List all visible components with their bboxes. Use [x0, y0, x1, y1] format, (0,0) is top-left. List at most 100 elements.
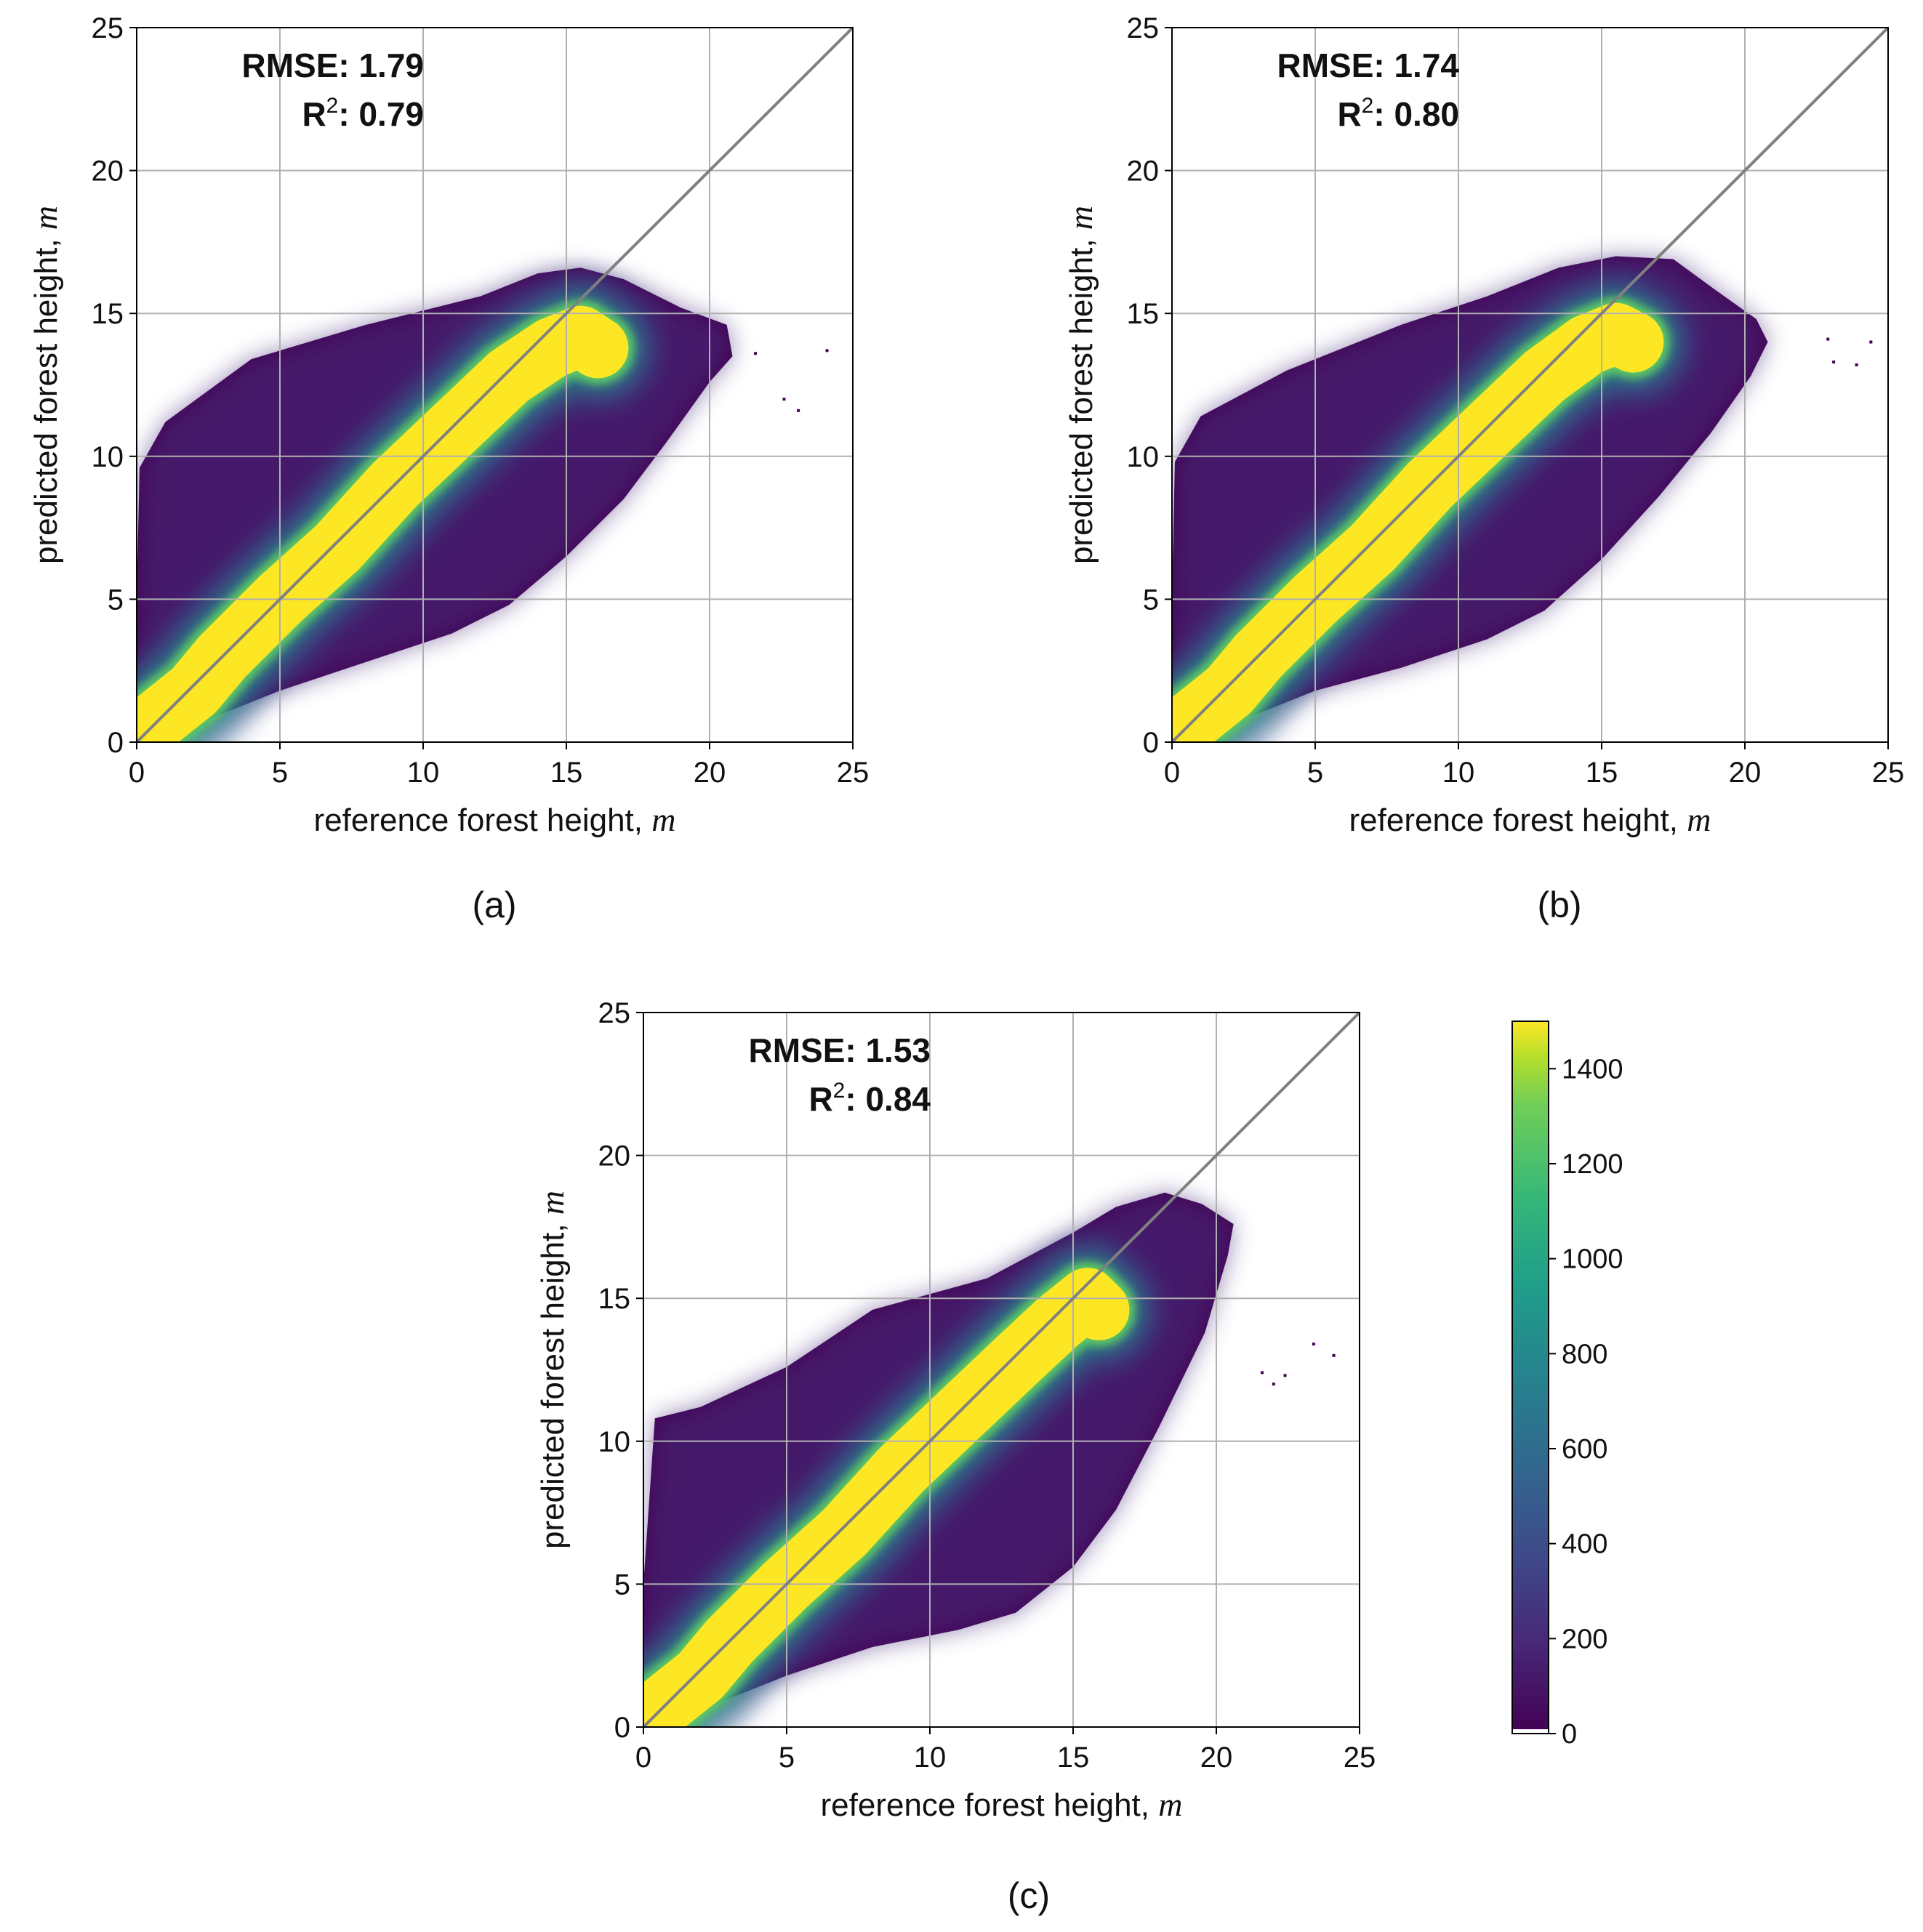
r2-annotation: R2: 0.84 [808, 1079, 931, 1118]
y-axis-unit: m [27, 206, 64, 230]
colorbar-tick-label: 0 [1562, 1719, 1577, 1750]
x-tick-label: 25 [837, 757, 870, 789]
identity-line [642, 1011, 1361, 1728]
y-tick-label: 15 [598, 1283, 631, 1315]
x-axis-unit: m [1158, 1786, 1182, 1823]
outlier-point [1272, 1382, 1275, 1386]
y-tick-label: 20 [1127, 156, 1160, 188]
identity-line [1171, 26, 1890, 744]
y-axis-unit: m [534, 1191, 571, 1215]
outlier-point [754, 352, 758, 355]
x-tick-label: 0 [635, 1742, 651, 1774]
y-tick-label: 15 [1127, 298, 1160, 330]
plot-frame [1171, 27, 1889, 743]
density-core [137, 305, 629, 742]
y-tick-label: 0 [1143, 727, 1159, 759]
grid [643, 1013, 1360, 1727]
density-heatmap [1172, 256, 1873, 742]
outlier-point [1855, 363, 1858, 366]
y-axis-title: predicted forest height, m [1062, 206, 1099, 564]
x-tick-label: 5 [272, 757, 288, 789]
outlier-point [1832, 361, 1836, 364]
outlier-point [825, 349, 829, 353]
x-tick-label: 10 [914, 1742, 947, 1774]
y-tick-label: 5 [108, 584, 124, 616]
y-tick-label: 25 [1127, 12, 1160, 44]
grid [1172, 28, 1888, 742]
plot-panel-3: 0 5 10 15 20 25 0 5 10 15 20 25 reference forest hei… [534, 997, 1376, 1916]
outlier-point [1332, 1353, 1336, 1357]
outlier-point [1869, 340, 1873, 344]
grid [137, 28, 853, 742]
r2-annotation: R2: 0.79 [302, 94, 424, 133]
y-axis-title: predicted forest height, m [534, 1191, 571, 1549]
x-tick-label: 20 [694, 757, 726, 789]
outlier-point [797, 408, 800, 412]
y-tick-label: 10 [92, 441, 124, 473]
x-tick-label: 15 [1586, 757, 1618, 789]
plot-panel-2: 0 5 10 15 20 25 0 5 10 15 20 25 reference forest hei… [1062, 12, 1904, 925]
x-tick-label: 10 [1442, 757, 1475, 789]
colorbar-tick-label: 200 [1562, 1624, 1607, 1654]
density-heatmap [137, 267, 829, 742]
outlier-point [782, 398, 786, 401]
colorbar-zero-band [1512, 1729, 1549, 1734]
outlier-point [1312, 1343, 1315, 1346]
density-core [643, 1268, 1130, 1727]
panel-label: (c) [1008, 1875, 1050, 1916]
x-tick-label: 5 [1307, 757, 1323, 789]
rmse-annotation: RMSE: 1.74 [1277, 47, 1459, 84]
x-axis-title: reference forest height, m [821, 1786, 1183, 1823]
y-tick-label: 5 [1143, 584, 1159, 616]
y-tick-label: 25 [598, 997, 631, 1029]
x-axis-unit: m [651, 801, 675, 838]
rmse-annotation: RMSE: 1.53 [748, 1031, 931, 1069]
colorbar-tick-label: 1400 [1562, 1054, 1623, 1084]
plot-frame [643, 1012, 1360, 1728]
plot-panel-1: 0 5 10 15 20 25 0 5 10 15 20 25 reference forest hei… [27, 12, 869, 925]
x-axis-unit: m [1687, 801, 1711, 838]
y-tick-label: 10 [598, 1426, 631, 1458]
colorbar-tick-label: 1200 [1562, 1149, 1623, 1180]
colorbar-tick-label: 600 [1562, 1434, 1607, 1465]
y-tick-label: 0 [108, 727, 124, 759]
panel-label: (b) [1537, 885, 1581, 925]
x-tick-label: 0 [1164, 757, 1180, 789]
r2-annotation: R2: 0.80 [1337, 94, 1459, 133]
y-axis-title: predicted forest height, m [27, 206, 64, 564]
colorbar-tick-label: 1000 [1562, 1244, 1623, 1275]
x-tick-label: 20 [1729, 757, 1762, 789]
x-tick-label: 20 [1200, 1742, 1233, 1774]
x-tick-label: 15 [550, 757, 583, 789]
y-tick-label: 0 [614, 1712, 630, 1744]
rmse-annotation: RMSE: 1.79 [241, 47, 424, 84]
y-tick-label: 20 [598, 1140, 631, 1172]
y-tick-label: 5 [614, 1569, 630, 1601]
x-tick-label: 15 [1057, 1742, 1090, 1774]
outlier-point [1826, 337, 1830, 341]
y-axis-unit: m [1062, 206, 1099, 230]
x-tick-label: 5 [779, 1742, 795, 1774]
x-tick-label: 25 [1872, 757, 1905, 789]
x-tick-label: 10 [407, 757, 440, 789]
x-tick-label: 0 [129, 757, 145, 789]
plot-frame [136, 27, 854, 743]
outlier-point [1261, 1371, 1264, 1374]
colorbar-tick-label: 400 [1562, 1529, 1607, 1560]
y-tick-label: 15 [92, 298, 124, 330]
x-axis-title: reference forest height, m [1349, 801, 1711, 838]
outlier-point [1283, 1374, 1287, 1377]
x-axis-title: reference forest height, m [314, 801, 676, 838]
panel-label: (a) [472, 885, 516, 925]
x-tick-label: 25 [1344, 1742, 1376, 1774]
colorbar-frame [1511, 1021, 1549, 1734]
colorbar-tick-label: 800 [1562, 1339, 1607, 1369]
density-core [1172, 302, 1664, 742]
y-tick-label: 20 [92, 156, 124, 188]
density-heatmap [643, 1192, 1336, 1727]
y-tick-label: 10 [1127, 441, 1160, 473]
colorbar-gradient [1512, 1021, 1549, 1734]
colorbar: 0 200 400 600 800 1000 1200 1400 [1511, 1021, 1623, 1750]
identity-line [135, 26, 854, 744]
